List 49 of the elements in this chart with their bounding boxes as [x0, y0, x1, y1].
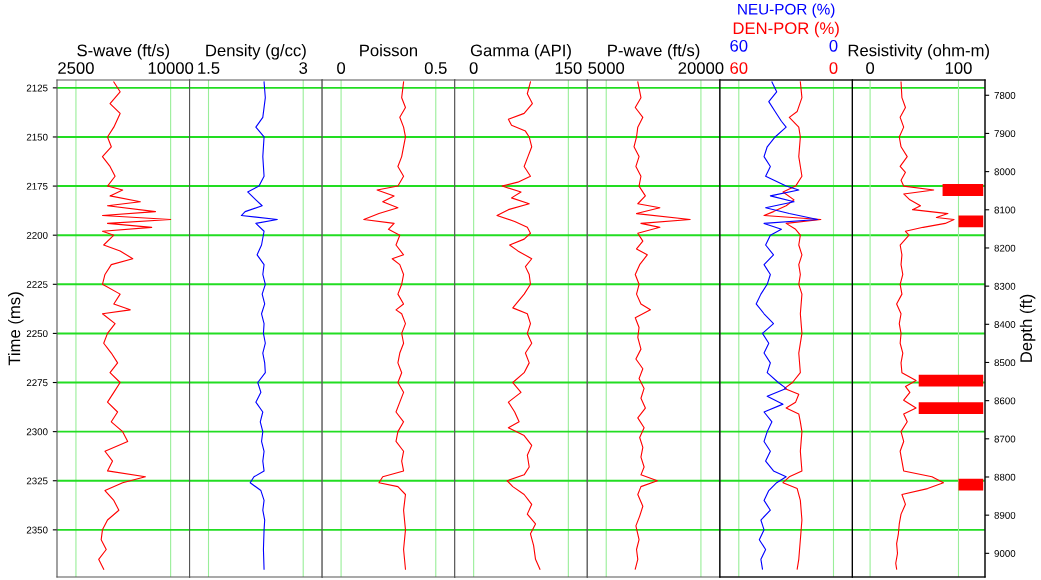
y-tick-label: 2150 [26, 133, 48, 141]
x-tick-label: 0 [866, 62, 875, 74]
y2-tick-label: 8900 [994, 511, 1016, 519]
y-tick-label: 2300 [26, 428, 48, 436]
x-tick-label: 3 [299, 62, 308, 74]
y-tick-label: 2175 [26, 182, 48, 190]
y-tick-label: 2250 [26, 330, 48, 338]
x-axis-title: Density (g/cc) [206, 44, 306, 60]
x-axis-title: DEN-POR (%) [733, 21, 839, 38]
y2-tick-label: 8600 [994, 397, 1016, 405]
x-tick-label: 1.5 [198, 62, 220, 74]
y2-tick-label: 8100 [994, 206, 1016, 214]
x-tick-label: 100 [945, 62, 972, 74]
x-tick-label: 2500 [58, 62, 94, 74]
x-axis-title: Resistivity (ohm-m) [848, 44, 989, 60]
x-tick-label: 5000 [588, 62, 625, 74]
y-tick-label: 2200 [26, 231, 48, 239]
y2-tick-label: 8200 [994, 244, 1016, 252]
x-tick-label: 150 [555, 62, 582, 74]
x-tick-label: 60 [730, 62, 748, 74]
x-axis-title: P-wave (ft/s) [608, 44, 700, 60]
y2-tick-label: 8700 [994, 435, 1016, 443]
y2-tick-label: 8500 [994, 359, 1016, 367]
x2-axis-title: NEU-POR (%) [738, 3, 835, 18]
x-tick-label: 0 [337, 62, 346, 74]
y2-axis-title: Depth (ft) [1019, 294, 1036, 362]
y2-tick-label: 7900 [994, 130, 1016, 138]
x-axis-title: Poisson [360, 44, 417, 57]
y2-tick-label: 8800 [994, 473, 1016, 481]
x-tick-label: 0.5 [424, 62, 447, 74]
y2-tick-label: 8300 [994, 282, 1016, 290]
y2-tick-label: 7800 [994, 92, 1016, 99]
y-tick-label: 2125 [26, 84, 48, 92]
x-axis-title: S-wave (ft/s) [77, 44, 170, 60]
x-tick-label: 0 [469, 62, 478, 74]
x2-tick-label: 60 [730, 39, 748, 52]
x-axis-title: Gamma (API) [470, 44, 571, 60]
y-axis-title: Time (ms) [8, 292, 24, 366]
y2-tick-label: 9000 [994, 550, 1016, 557]
y-tick-label: 2325 [26, 477, 48, 485]
y-tick-label: 2225 [26, 281, 48, 288]
y2-tick-label: 8400 [994, 321, 1016, 328]
x-tick-label: 0 [829, 62, 838, 74]
y2-tick-label: 8000 [994, 168, 1016, 176]
y-tick-label: 2275 [26, 379, 48, 387]
x-tick-label: 10000 [148, 62, 194, 74]
x2-tick-label: 0 [829, 39, 838, 52]
x-tick-label: 20000 [678, 62, 724, 74]
y-tick-label: 2350 [26, 526, 48, 534]
